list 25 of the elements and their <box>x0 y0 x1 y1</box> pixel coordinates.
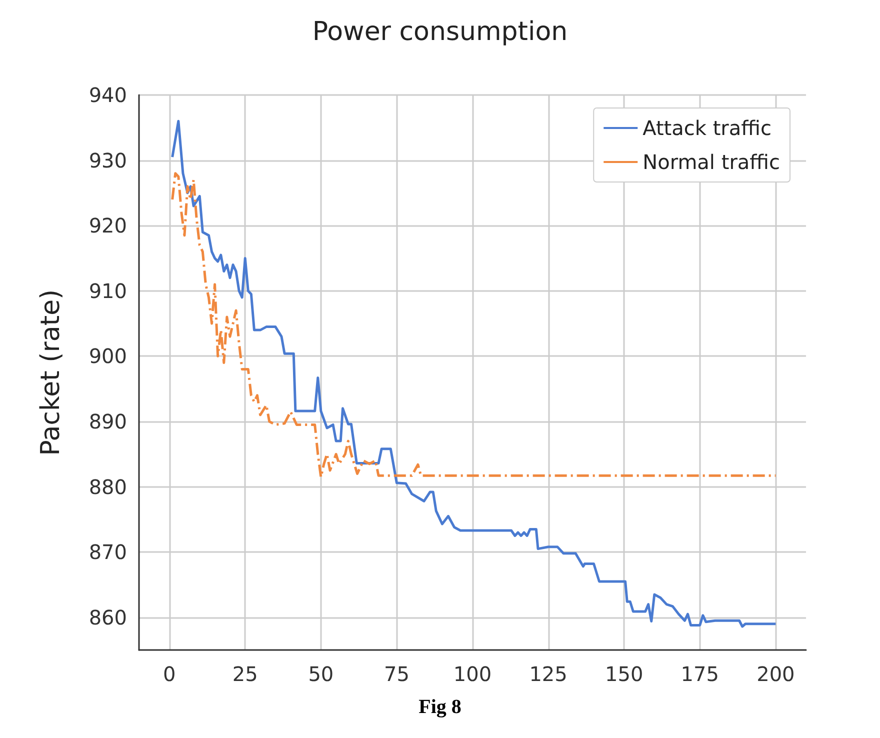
y-tick-label: 880 <box>88 474 127 499</box>
y-tick-label: 890 <box>88 409 127 434</box>
y-tick-label: 920 <box>88 214 127 238</box>
x-tick-label: 175 <box>680 662 719 686</box>
legend-label: Normal traffic <box>642 150 780 174</box>
chart-title: Power consumption <box>312 17 568 47</box>
x-tick-label: 150 <box>604 662 644 686</box>
x-tick-label: 75 <box>384 662 410 686</box>
x-tick-label: 125 <box>529 662 568 686</box>
y-tick-label: 940 <box>88 83 127 107</box>
caption: Fig 8 <box>418 696 462 719</box>
y-axis-title: Packet (rate) <box>36 289 66 456</box>
y-tick-label: 910 <box>88 278 127 303</box>
x-tick-label: 0 <box>162 662 176 686</box>
line-series <box>171 120 777 628</box>
line-series <box>171 172 777 478</box>
x-tick-label: 50 <box>308 662 334 686</box>
x-tick-label: 200 <box>756 662 795 686</box>
y-tick-label: 930 <box>88 148 127 172</box>
y-tick-label: 870 <box>88 540 127 564</box>
y-tick-label: 900 <box>88 344 127 368</box>
x-tick-label: 100 <box>453 662 492 686</box>
x-tick-label: 25 <box>232 662 258 686</box>
y-tick-label: 860 <box>88 605 127 630</box>
legend-label: Attack traffic <box>642 116 772 140</box>
